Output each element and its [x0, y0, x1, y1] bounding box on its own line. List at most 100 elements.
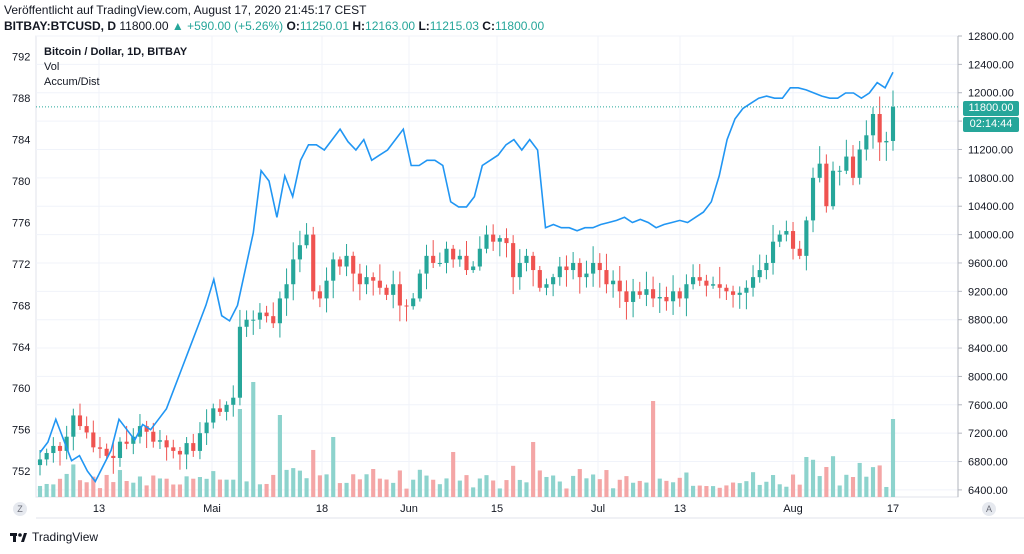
candle-body	[584, 273, 589, 278]
candle-body	[564, 266, 569, 271]
volume-bar	[124, 481, 129, 497]
footer: TradingView	[10, 530, 98, 544]
candle-body	[177, 450, 183, 455]
volume-bar	[537, 470, 542, 497]
price-tick-label: 8800.00	[968, 315, 1008, 327]
candle-body	[664, 296, 669, 302]
time-tick-label: Mai	[203, 503, 221, 515]
zoom-button[interactable]: Z	[13, 502, 27, 516]
candle-body	[784, 231, 789, 235]
volume-bar	[131, 482, 136, 497]
candle-body	[724, 287, 729, 292]
candle-body	[164, 440, 169, 448]
volume-bar	[357, 479, 362, 497]
candle-body	[770, 241, 776, 263]
candle-body	[424, 255, 429, 274]
candle-body	[437, 262, 442, 264]
volume-bar	[750, 472, 756, 497]
volume-bar	[724, 485, 729, 497]
volume-bar	[870, 467, 876, 497]
price-tick-label: 12800.00	[968, 31, 1014, 43]
volume-bar	[651, 401, 656, 497]
volume-bar	[297, 470, 302, 497]
volume-bar	[231, 479, 236, 497]
candle-body	[477, 248, 482, 267]
volume-bar	[511, 465, 516, 497]
candle-body	[517, 262, 522, 278]
volume-bar	[111, 482, 116, 497]
candle-body	[131, 436, 136, 444]
candle-body	[744, 287, 749, 293]
volume-bar	[431, 479, 436, 497]
volume-bar	[464, 475, 469, 497]
auto-scale-button[interactable]: A	[982, 502, 996, 516]
candle-body	[71, 415, 76, 437]
candle-body	[64, 436, 69, 451]
volume-bar	[171, 484, 176, 497]
volume-bar	[64, 473, 69, 497]
ad-tick-label: 772	[12, 259, 30, 271]
open-value: 11250.01	[299, 19, 350, 33]
legend-accum-dist: Accum/Dist	[44, 76, 100, 88]
candle-body	[864, 135, 869, 150]
volume-bar	[844, 474, 849, 497]
volume-bar	[644, 482, 649, 497]
candle-body	[191, 443, 196, 451]
candle-body	[877, 114, 882, 143]
volume-bar	[291, 468, 296, 497]
candle-body	[457, 255, 462, 260]
candle-body	[464, 255, 469, 271]
candle-body	[557, 266, 562, 278]
ad-tick-label: 768	[12, 300, 30, 312]
candle-body	[850, 156, 856, 178]
volume-bar	[624, 476, 629, 497]
volume-bar	[457, 480, 462, 497]
candle-body	[870, 114, 876, 136]
candle-body	[497, 238, 502, 242]
candle-body	[777, 234, 782, 242]
candle-body	[704, 280, 709, 286]
volume-bar	[857, 462, 862, 497]
candle-body	[397, 284, 402, 306]
candle-body	[797, 248, 802, 256]
candle-body	[331, 259, 336, 281]
volume-bar	[177, 484, 183, 497]
candle-body	[697, 277, 702, 281]
volume-bar	[657, 478, 662, 497]
candle-body	[471, 266, 476, 271]
candle-body	[84, 426, 89, 433]
candle-body	[291, 259, 296, 285]
accum-dist-line	[39, 71, 894, 484]
volume-bar	[51, 484, 56, 497]
ad-tick-label: 764	[12, 342, 30, 354]
price-tick-label: 7200.00	[968, 428, 1008, 440]
volume-bar	[764, 481, 769, 497]
volume-bar	[637, 480, 642, 497]
tradingview-logo-icon	[10, 533, 27, 542]
candle-body	[837, 170, 842, 172]
time-tick-label: Jul	[591, 503, 605, 515]
candle-body	[884, 140, 889, 143]
price-tick-label: 12400.00	[968, 59, 1014, 71]
volume-bar	[784, 486, 789, 497]
candle-body	[124, 441, 129, 444]
candle-body	[384, 287, 389, 295]
candle-body	[737, 292, 742, 295]
volume-bar	[324, 474, 329, 497]
price-tick-label: 6800.00	[968, 457, 1008, 469]
price-tick-label: 10800.00	[968, 173, 1014, 185]
price-tick-label: 7600.00	[968, 400, 1008, 412]
volume-bar	[744, 481, 749, 497]
candle-body	[631, 291, 636, 302]
candle-body	[104, 448, 109, 456]
last-price: 11800.00	[119, 19, 169, 33]
candle-body	[844, 156, 849, 171]
candle-body	[251, 319, 256, 321]
volume-bar	[524, 482, 529, 497]
candle-body	[531, 255, 536, 271]
candle-body	[677, 291, 682, 299]
candle-body	[757, 270, 762, 278]
candle-body	[597, 262, 602, 271]
candle-body	[231, 397, 236, 405]
